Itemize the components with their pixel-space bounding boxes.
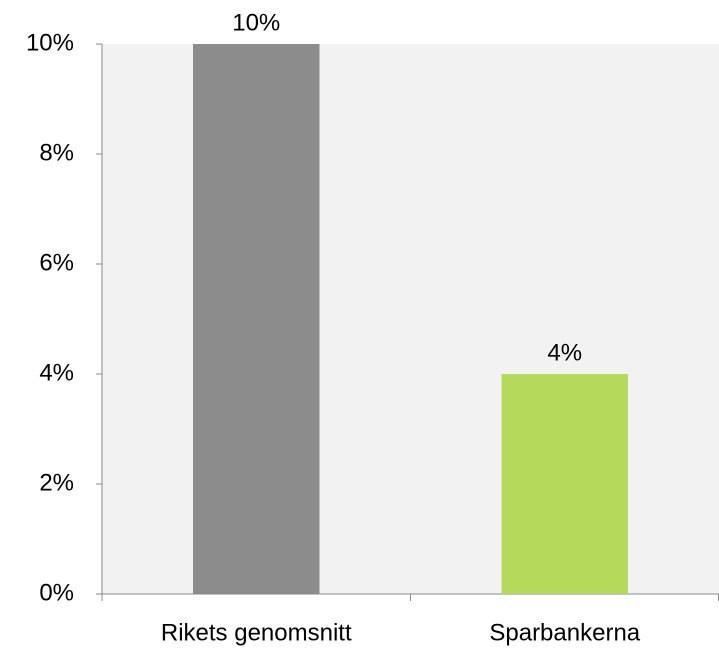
bar xyxy=(193,44,320,594)
x-tick-label: Sparbankerna xyxy=(489,619,640,646)
y-tick-label: 2% xyxy=(39,469,74,496)
data-label: 4% xyxy=(547,339,582,366)
x-tick-label: Rikets genomsnitt xyxy=(161,619,352,646)
bar xyxy=(501,374,628,594)
data-label: 10% xyxy=(232,9,280,36)
y-tick-label: 8% xyxy=(39,139,74,166)
y-tick-label: 0% xyxy=(39,579,74,606)
y-tick-label: 10% xyxy=(26,29,74,56)
y-tick-label: 4% xyxy=(39,359,74,386)
y-tick-label: 6% xyxy=(39,249,74,276)
